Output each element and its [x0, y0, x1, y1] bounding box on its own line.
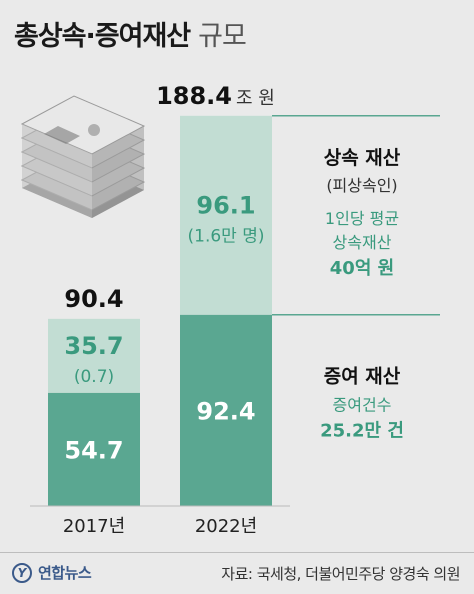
source-note: 자료: 국세청, 더불어민주당 양경숙 의원 — [221, 565, 460, 583]
publisher-name: 연합뉴스 — [38, 564, 92, 582]
total-unit-label: 조 원 — [236, 88, 275, 109]
legend-inheritance-highlight: 40억 원 — [330, 258, 394, 279]
x-tick-label-1: 2022년 — [195, 516, 257, 537]
data-label-gift-0: 54.7 — [64, 436, 123, 464]
x-tick-label-0: 2017년 — [63, 516, 125, 537]
money-stack-icon — [20, 95, 146, 218]
bar-gift-1 — [180, 314, 272, 506]
footer-divider — [0, 552, 474, 553]
bar-inheritance-1 — [180, 115, 272, 315]
yonhap-logo-icon: Y — [12, 562, 32, 583]
bar-gift-0 — [48, 392, 140, 506]
legend-inheritance-line-1: 상속재산 — [333, 233, 392, 252]
legend-inheritance-title: 상속 재산 — [324, 147, 401, 169]
publisher-logo: Y 연합뉴스 — [12, 562, 92, 583]
title-sub: 규모 — [198, 21, 247, 52]
data-sublabel-inheritance-0: (0.7) — [74, 367, 114, 387]
chart-title: 총상속·증여재산 규모 — [14, 14, 247, 53]
legend-gift-line-0: 증여건수 — [333, 396, 392, 415]
total-label-0: 90.4 — [64, 285, 123, 313]
total-label-1: 188.4 — [156, 82, 232, 110]
data-label-inheritance-0: 35.7 — [64, 332, 123, 360]
legend-gift-title: 증여 재산 — [324, 366, 401, 388]
data-label-gift-1: 92.4 — [196, 397, 255, 425]
data-sublabel-inheritance-1: (1.6만 명) — [188, 226, 265, 246]
bar-inheritance-0 — [48, 318, 140, 393]
title-main: 총상속·증여재산 — [14, 21, 191, 52]
legend-inheritance-sub: (피상속인) — [326, 176, 397, 195]
legend-gift-highlight: 25.2만 건 — [320, 421, 404, 442]
data-label-inheritance-1: 96.1 — [196, 191, 255, 219]
legend-inheritance-line-0: 1인당 평균 — [325, 209, 399, 228]
